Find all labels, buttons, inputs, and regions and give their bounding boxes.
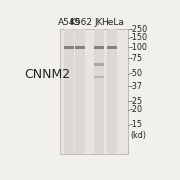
Bar — [64, 46, 74, 49]
Bar — [93, 29, 103, 154]
Text: HeLa: HeLa — [101, 18, 124, 27]
Text: -37: -37 — [130, 82, 143, 91]
Bar — [60, 29, 128, 154]
Text: -250: -250 — [130, 25, 148, 34]
Bar — [93, 76, 103, 78]
Text: -50: -50 — [130, 69, 143, 78]
Text: (kd): (kd) — [130, 131, 146, 140]
Text: -75: -75 — [130, 54, 143, 63]
Text: -20: -20 — [130, 105, 143, 114]
Bar — [93, 64, 103, 66]
Bar — [108, 29, 117, 154]
Bar — [107, 46, 118, 49]
Bar — [76, 29, 85, 154]
Text: JK: JK — [94, 18, 103, 27]
Bar — [93, 46, 103, 49]
Bar — [75, 46, 86, 49]
Text: CNNM2: CNNM2 — [24, 68, 70, 81]
Bar — [107, 29, 118, 154]
Text: A549: A549 — [58, 18, 81, 27]
Bar — [75, 29, 86, 154]
Bar — [65, 29, 73, 154]
Text: K562: K562 — [69, 18, 92, 27]
Bar — [64, 29, 74, 154]
Text: -25: -25 — [130, 97, 143, 106]
Text: -15: -15 — [130, 120, 143, 129]
Bar — [94, 29, 103, 154]
Text: -100: -100 — [130, 43, 148, 52]
Text: -150: -150 — [130, 33, 148, 42]
